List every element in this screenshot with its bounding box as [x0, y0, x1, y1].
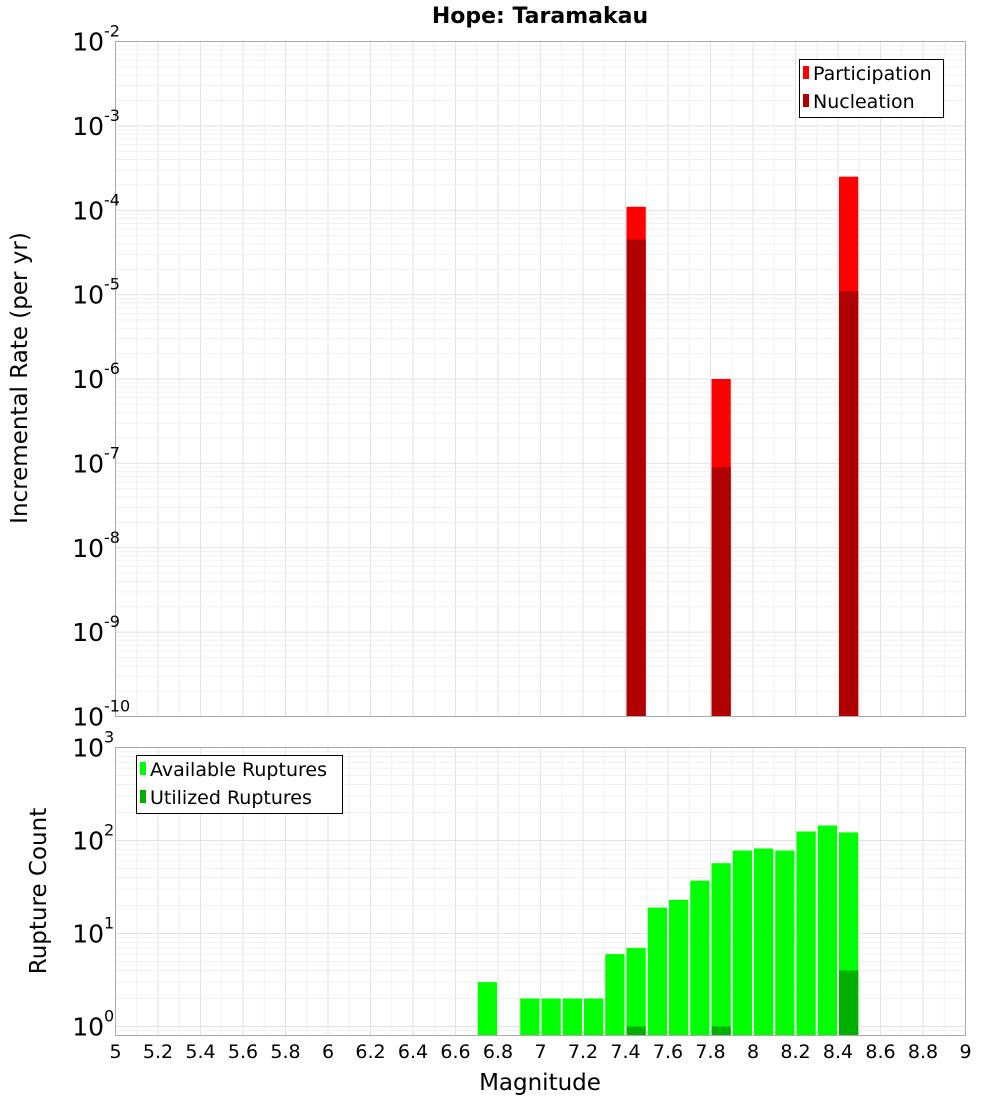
count-bar-a [690, 880, 710, 1036]
count-bar-a [647, 907, 667, 1036]
bottom-y-tick-exponent: 0 [104, 1006, 114, 1025]
bottom-y-tick-label: 10 [72, 919, 104, 948]
top-y-tick-label: 10 [72, 112, 104, 141]
count-bar-a [626, 947, 646, 1036]
top-legend-box [799, 59, 944, 118]
x-tick-label: 6.8 [483, 1041, 513, 1063]
x-tick-label: 8.4 [823, 1041, 853, 1063]
count-bar-a [584, 998, 604, 1036]
legend-label-nucleation: Nucleation [813, 91, 915, 113]
top-y-tick-exponent: -6 [104, 359, 120, 378]
count-bar-a [796, 831, 816, 1036]
count-bar-a [562, 998, 582, 1036]
x-tick-label: 5.2 [143, 1041, 173, 1063]
count-bar-a [711, 863, 731, 1036]
top-y-tick-exponent: -10 [104, 697, 130, 716]
count-bar-a [605, 954, 625, 1036]
rate-bar-b [839, 291, 859, 717]
count-bar-a [732, 850, 752, 1036]
x-tick-label: 5.6 [228, 1041, 258, 1063]
top-y-tick-label: 10 [72, 449, 104, 478]
count-bar-a [477, 982, 497, 1036]
legend-label-participation: Participation [813, 63, 932, 85]
legend-swatch-utilized-ruptures [140, 790, 146, 803]
x-tick-label: 7.6 [653, 1041, 683, 1063]
legend-swatch-available-ruptures [140, 762, 146, 775]
count-bar-a [669, 899, 689, 1036]
top-y-tick-label: 10 [72, 365, 104, 394]
x-tick-label: 8 [747, 1041, 759, 1063]
x-tick-label: 5.4 [185, 1041, 215, 1063]
bottom-y-tick-label: 10 [72, 826, 104, 855]
bottom-y-tick-label: 10 [72, 734, 104, 763]
x-tick-label: 8.2 [780, 1041, 810, 1063]
count-bar-a [754, 848, 774, 1036]
chart-title: Hope: Taramakau [432, 4, 648, 29]
x-tick-label: 6.6 [440, 1041, 470, 1063]
top-y-tick-exponent: -4 [104, 190, 120, 209]
count-bar-b [711, 1026, 731, 1036]
top-y-tick-exponent: -8 [104, 528, 120, 547]
x-tick-label: 5.8 [270, 1041, 300, 1063]
top-bars [626, 176, 859, 717]
count-bar-a [775, 850, 795, 1036]
x-tick-label: 7.2 [568, 1041, 598, 1063]
legend-swatch-participation [803, 66, 809, 79]
top-y-tick-exponent: -5 [104, 275, 120, 294]
legend-label-utilized-ruptures: Utilized Ruptures [150, 787, 312, 809]
x-tick-label: 8.8 [908, 1041, 938, 1063]
top-y-tick-exponent: -2 [104, 22, 120, 41]
count-bar-a [541, 998, 561, 1036]
top-y-axis-label: Incremental Rate (per yr) [7, 232, 33, 524]
count-bar-b [839, 970, 859, 1036]
bottom-legend: Available Ruptures Utilized Ruptures [136, 755, 343, 814]
count-bar-b [626, 1026, 646, 1036]
bottom-legend-box [136, 755, 343, 814]
x-tick-label: 7.4 [610, 1041, 640, 1063]
top-y-tick-label: 10 [72, 281, 104, 310]
bottom-y-tick-exponent: 3 [104, 728, 114, 747]
rate-bar-b [626, 239, 646, 717]
top-y-tick-exponent: -7 [104, 443, 120, 462]
legend-label-available-ruptures: Available Ruptures [150, 759, 327, 781]
bottom-y-axis-label: Rupture Count [26, 808, 52, 974]
bottom-bars [477, 825, 859, 1036]
x-tick-label: 9 [959, 1041, 971, 1063]
top-y-tick-label: 10 [72, 703, 104, 732]
x-tick-label: 6.4 [398, 1041, 428, 1063]
top-legend: Participation Nucleation [799, 59, 944, 118]
x-tick-label: 7.8 [695, 1041, 725, 1063]
top-y-tick-label: 10 [72, 618, 104, 647]
x-axis-ticks: 5 5.2 5.4 5.6 5.8 6 6.2 6.4 6.6 6.8 7 7.2 7.4 7.6 7.8 8… [109, 1041, 971, 1063]
top-y-tick-label: 10 [72, 28, 104, 57]
bottom-y-tick-exponent: 1 [104, 913, 114, 932]
bottom-y-tick-exponent: 2 [104, 820, 114, 839]
top-y-tick-exponent: -9 [104, 612, 120, 631]
top-y-tick-label: 10 [72, 196, 104, 225]
bottom-y-tick-label: 10 [72, 1012, 104, 1041]
bottom-plot-area [115, 747, 966, 1036]
top-grid [115, 41, 966, 717]
count-bar-a [817, 825, 837, 1036]
x-tick-label: 8.6 [865, 1041, 895, 1063]
x-tick-label: 6.2 [355, 1041, 385, 1063]
x-tick-label: 6 [322, 1041, 334, 1063]
top-plot-area [115, 41, 966, 717]
top-y-tick-label: 10 [72, 534, 104, 563]
rate-bar-b [711, 467, 731, 717]
x-axis-label: Magnitude [479, 1070, 601, 1096]
legend-swatch-nucleation [803, 94, 809, 107]
count-bar-a [520, 998, 540, 1036]
x-tick-label: 5 [109, 1041, 121, 1063]
x-tick-label: 7 [534, 1041, 546, 1063]
top-y-tick-exponent: -3 [104, 106, 120, 125]
